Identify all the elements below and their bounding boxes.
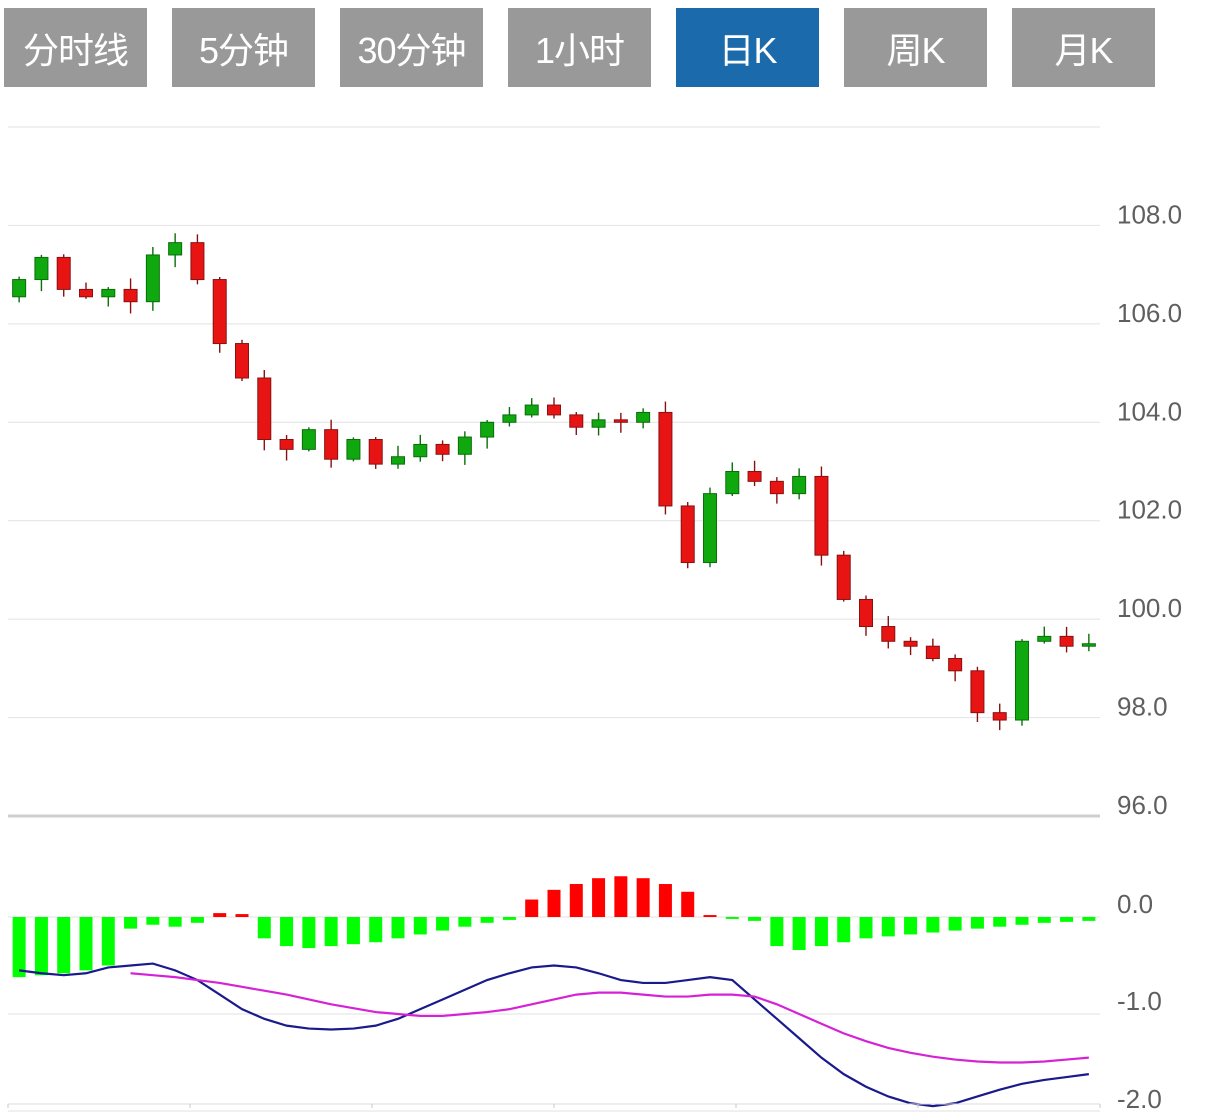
svg-text:0.0: 0.0 — [1117, 889, 1153, 919]
svg-text:98.0: 98.0 — [1117, 692, 1168, 722]
svg-text:-1.0: -1.0 — [1117, 986, 1162, 1016]
svg-text:106.0: 106.0 — [1117, 298, 1182, 328]
svg-text:-2.0: -2.0 — [1117, 1084, 1162, 1114]
svg-text:96.0: 96.0 — [1117, 790, 1168, 820]
svg-text:104.0: 104.0 — [1117, 396, 1182, 426]
svg-text:100.0: 100.0 — [1117, 593, 1182, 623]
svg-text:108.0: 108.0 — [1117, 199, 1182, 229]
svg-text:102.0: 102.0 — [1117, 495, 1182, 525]
